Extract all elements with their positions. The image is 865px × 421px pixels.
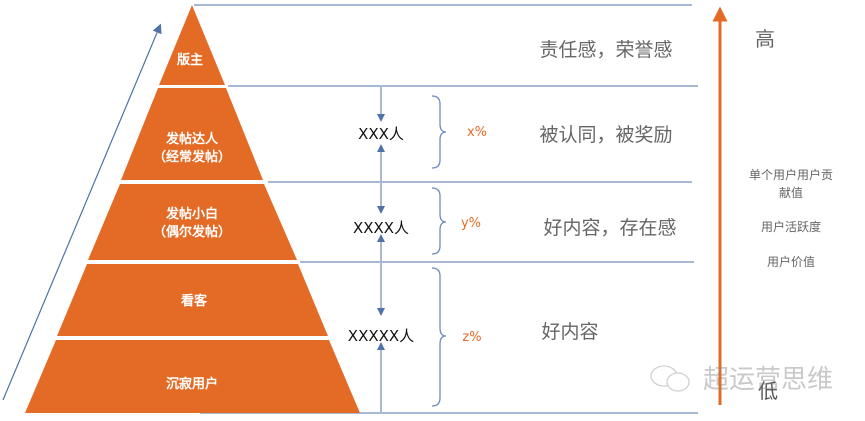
percentage-label: z% [462,330,481,345]
band-label: 沉寂用户 [166,376,218,392]
axis-low-label: 低 [758,379,778,403]
axis-high-label: 高 [755,27,775,51]
band-label: 看客 [181,293,208,309]
motivation-label: 被认同，被奖励 [539,124,672,146]
pyramid-band-dormant [25,340,360,413]
growth-arrow [2,23,162,401]
percentage-label: x% [467,125,487,140]
band-sublabel: （偶尔发帖） [153,224,231,240]
motivation-label: 好内容，存在感 [543,217,676,239]
axis-label: 单个用户用户贡 [749,167,833,182]
count-label: XXXX人 [353,219,409,237]
count-label: XXX人 [358,125,404,143]
axis-label: 献值 [779,185,803,200]
band-label: 版主 [177,52,203,68]
motivation-label: 责任感，荣誉感 [539,39,672,61]
brace [431,95,447,169]
brace [431,267,447,407]
band-label: 发帖达人 [165,131,219,147]
axis-label: 用户价值 [767,254,815,269]
count-label: XXXXX人 [348,327,414,345]
wechat-icon [650,365,678,387]
pyramid-band-viewer [57,264,328,336]
watermark: 超运营思维 [650,365,833,395]
watermark-text: 超运营思维 [703,365,833,395]
band-sublabel: （经常发帖） [153,149,231,165]
pyramid-band-active-poster [121,88,263,180]
brace [431,187,447,255]
pyramid-band-moderator [159,5,225,85]
pyramid-band-occasional-poster [88,184,297,260]
axis-label: 用户活跃度 [761,219,821,234]
band-label: 发帖小白 [165,206,218,222]
motivation-label: 好内容 [541,321,598,343]
percentage-label: y% [461,216,481,231]
